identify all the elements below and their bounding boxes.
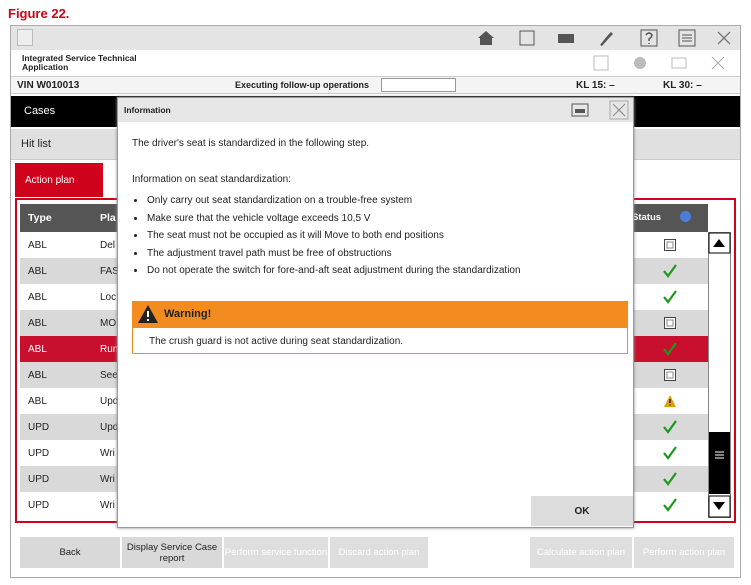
cell-type: UPD xyxy=(28,448,50,459)
help-icon[interactable] xyxy=(640,29,658,47)
cell-plan: Upd xyxy=(100,396,119,407)
cell-plan: FAS xyxy=(100,266,119,277)
window xyxy=(10,25,741,578)
figure-label: Figure 22. xyxy=(8,6,70,21)
status-icon xyxy=(663,264,677,278)
dialog-icons xyxy=(571,100,629,120)
app-title: Integrated Service Technical Application xyxy=(22,53,137,72)
cell-plan: Del xyxy=(100,240,116,251)
service-report-button[interactable]: Display Service Case report xyxy=(122,537,222,568)
warning-title: Warning! xyxy=(164,308,212,320)
cell-plan: See xyxy=(100,370,118,381)
kl15: KL 15: – xyxy=(576,80,615,91)
cell-type: ABL xyxy=(28,344,47,355)
cell-plan: Upd xyxy=(100,422,119,433)
scrollbar[interactable] xyxy=(708,232,731,518)
bullet-text: Do not operate the switch for fore-and-a… xyxy=(147,265,521,276)
discard-button: Discard action plan xyxy=(330,537,428,568)
status-icon xyxy=(663,498,677,512)
list-icon[interactable] xyxy=(678,29,696,47)
status-icon xyxy=(664,395,676,407)
cell-plan: Wri xyxy=(100,448,115,459)
cell-type: UPD xyxy=(28,474,50,485)
status-text: Executing follow-up operations xyxy=(235,80,370,90)
status-icon xyxy=(664,239,676,251)
cell-plan: Loc xyxy=(100,292,117,303)
ok-button[interactable]: OK xyxy=(531,496,633,526)
status-icon xyxy=(664,317,676,329)
warning-body: The crush guard is not active during sea… xyxy=(132,328,628,354)
menu-icon[interactable] xyxy=(17,29,33,46)
col-type: Type xyxy=(28,212,52,224)
bullet-text: Make sure that the vehicle voltage excee… xyxy=(147,212,371,224)
toolbar-icons xyxy=(478,29,731,47)
cell-type: ABL xyxy=(28,292,47,303)
cell-plan: MO xyxy=(100,318,117,329)
close-icon[interactable] xyxy=(717,31,731,45)
vin: VIN W010013 xyxy=(17,80,80,91)
home-icon[interactable] xyxy=(478,31,494,45)
status-icon xyxy=(663,420,677,434)
info-heading: Information on seat standardization: xyxy=(132,174,291,185)
cell-type: ABL xyxy=(28,370,47,381)
dialog: Information The driver's seat is standar… xyxy=(117,97,634,528)
secondary-icons xyxy=(593,55,725,71)
wrench-icon[interactable] xyxy=(600,32,613,46)
cell-type: UPD xyxy=(28,500,50,511)
perform-plan-button: Perform action plan xyxy=(634,537,734,568)
status-icon xyxy=(664,369,676,381)
col-plan: Pla xyxy=(100,212,116,224)
bullet-dot xyxy=(134,269,137,272)
dialog-titlebar: Information xyxy=(118,98,633,122)
cell-plan: Run xyxy=(100,344,119,355)
print-icon[interactable] xyxy=(558,34,574,43)
cell-type: UPD xyxy=(28,422,50,433)
info-icon[interactable] xyxy=(680,211,691,222)
status-icon xyxy=(663,446,677,460)
back-button[interactable]: Back xyxy=(20,537,120,568)
cell-plan: Wri xyxy=(100,474,115,485)
kl30: KL 30: – xyxy=(663,80,702,91)
cell-type: ABL xyxy=(28,266,47,277)
cell-type: ABL xyxy=(28,396,47,407)
device-icon[interactable] xyxy=(519,30,535,46)
nav-action-plan[interactable]: Action plan xyxy=(15,163,103,197)
bullet-text: The adjustment travel path must be free … xyxy=(147,247,392,259)
bullet-dot xyxy=(134,199,137,202)
dialog-title: Information xyxy=(124,105,171,115)
calculate-button: Calculate action plan xyxy=(530,537,632,568)
bullet-text: The seat must not be occupied as it will… xyxy=(147,230,444,241)
status-bar: VIN W010013 Executing follow-up operatio… xyxy=(11,76,740,94)
cell-type: ABL xyxy=(28,318,47,329)
bullet-dot xyxy=(134,234,137,237)
col-status: Status xyxy=(632,212,662,223)
bullet-dot xyxy=(134,216,137,220)
warning-header: Warning! xyxy=(132,301,628,328)
cell-plan: Wri xyxy=(100,500,115,511)
perform-service-button: Perform service function xyxy=(224,537,328,568)
bullet-text: Only carry out seat standardization on a… xyxy=(147,195,413,206)
status-icon xyxy=(663,290,677,304)
status-icon xyxy=(663,342,677,356)
status-icon xyxy=(663,472,677,486)
dialog-intro: The driver's seat is standardized in the… xyxy=(132,138,370,149)
cell-type: ABL xyxy=(28,240,47,251)
toolbar xyxy=(11,26,740,50)
bullet-dot xyxy=(134,251,137,255)
progress-box xyxy=(381,78,456,92)
